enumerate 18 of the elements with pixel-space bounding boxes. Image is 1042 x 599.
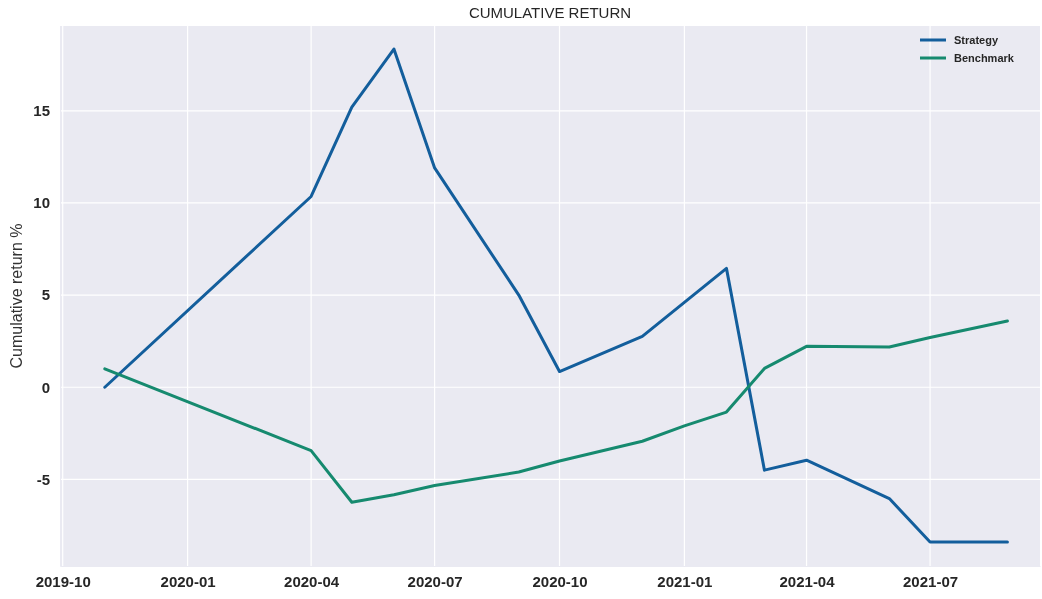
y-axis-title: Cumulative return %	[8, 223, 25, 369]
y-tick-label: 10	[33, 194, 50, 212]
x-tick-label: 2021-01	[657, 572, 713, 590]
x-tick-label: 2021-07	[903, 572, 959, 590]
x-tick-label: 2020-04	[284, 572, 340, 590]
x-tick-label: 2020-07	[407, 572, 463, 590]
y-tick-label: 5	[41, 286, 50, 304]
x-tick-label: 2020-10	[532, 572, 588, 590]
legend-label: Strategy	[954, 34, 999, 46]
legend-label: Benchmark	[954, 52, 1015, 64]
y-tick-label: 0	[41, 378, 50, 396]
x-tick-label: 2021-04	[779, 572, 836, 590]
x-tick-label: 2019-10	[35, 572, 91, 590]
x-tick-label: 2020-01	[160, 572, 216, 590]
y-tick-label: -5	[36, 470, 50, 488]
line-series	[103, 319, 1009, 504]
y-tick-label: 15	[33, 102, 50, 120]
chart-title: CUMULATIVE RETURN	[468, 4, 632, 21]
